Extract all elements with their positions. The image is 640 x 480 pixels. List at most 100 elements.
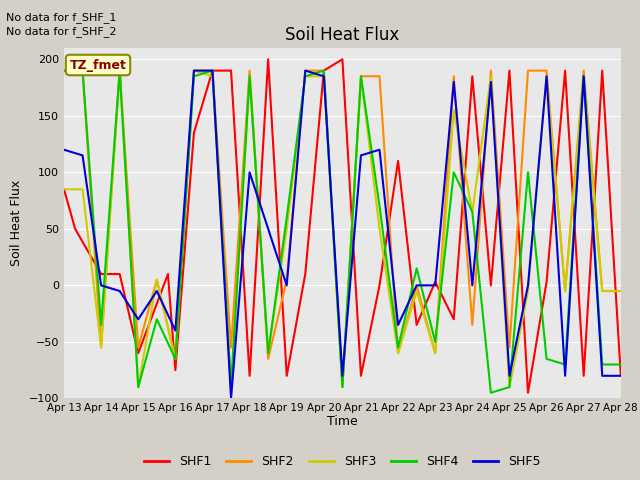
SHF2 (617, 288, 625, 294)
SHF3 (153, 277, 161, 283)
SHF4 (431, 339, 439, 345)
SHF5 (283, 283, 291, 288)
SHF4 (561, 361, 569, 367)
SHF2 (97, 345, 105, 350)
SHF5 (60, 147, 68, 153)
SHF2 (468, 322, 476, 328)
SHF2 (376, 73, 383, 79)
SHF4 (153, 316, 161, 322)
SHF1 (468, 73, 476, 79)
SHF5 (561, 373, 569, 379)
Line: SHF2: SHF2 (64, 71, 621, 387)
SHF2 (246, 68, 253, 73)
SHF2 (580, 68, 588, 73)
SHF4 (264, 350, 272, 356)
SHF4 (450, 169, 458, 175)
SHF1 (617, 373, 625, 379)
SHF2 (172, 356, 179, 362)
SHF2 (116, 68, 124, 73)
SHF2 (487, 68, 495, 73)
SHF2 (543, 68, 550, 73)
SHF1 (134, 350, 142, 356)
SHF5 (357, 153, 365, 158)
SHF1 (543, 279, 550, 285)
SHF4 (97, 322, 105, 328)
SHF3 (450, 108, 458, 113)
SHF5 (301, 68, 309, 73)
SHF3 (134, 384, 142, 390)
Y-axis label: Soil Heat Flux: Soil Heat Flux (10, 180, 23, 266)
SHF1 (524, 390, 532, 396)
SHF5 (116, 288, 124, 294)
SHF1 (209, 68, 216, 73)
SHF2 (450, 73, 458, 79)
SHF4 (246, 73, 253, 79)
SHF4 (320, 68, 328, 73)
SHF4 (79, 68, 86, 73)
SHF1 (172, 367, 179, 373)
SHF5 (376, 147, 383, 153)
SHF4 (617, 361, 625, 367)
SHF2 (209, 68, 216, 73)
SHF5 (598, 373, 606, 379)
SHF2 (153, 277, 161, 283)
SHF2 (561, 288, 569, 294)
SHF4 (190, 73, 198, 79)
SHF3 (598, 288, 606, 294)
SHF4 (376, 204, 383, 209)
SHF4 (339, 384, 346, 390)
SHF3 (209, 73, 216, 79)
SHF1 (580, 373, 588, 379)
SHF3 (431, 350, 439, 356)
SHF1 (246, 373, 253, 379)
SHF5 (246, 169, 253, 175)
SHF5 (172, 328, 179, 334)
SHF1 (376, 283, 383, 288)
SHF1 (283, 373, 291, 379)
Title: Soil Heat Flux: Soil Heat Flux (285, 25, 399, 44)
SHF2 (598, 288, 606, 294)
SHF3 (97, 345, 105, 350)
SHF1 (164, 271, 172, 277)
SHF5 (153, 288, 161, 294)
SHF2 (134, 345, 142, 350)
SHF2 (190, 68, 198, 73)
SHF2 (357, 73, 365, 79)
SHF3 (394, 350, 402, 356)
SHF4 (116, 68, 124, 73)
SHF3 (116, 68, 124, 73)
SHF3 (561, 288, 569, 294)
SHF4 (580, 73, 588, 79)
SHF1 (320, 68, 328, 73)
SHF5 (580, 73, 588, 79)
SHF3 (543, 73, 550, 79)
SHF1 (264, 57, 272, 62)
SHF5 (487, 79, 495, 85)
SHF4 (301, 73, 309, 79)
SHF5 (134, 316, 142, 322)
SHF2 (431, 350, 439, 356)
SHF1 (487, 283, 495, 288)
SHF3 (580, 73, 588, 79)
SHF1 (116, 271, 124, 277)
SHF1 (431, 279, 439, 285)
SHF4 (134, 384, 142, 390)
SHF2 (301, 68, 309, 73)
SHF2 (413, 283, 420, 288)
SHF1 (60, 186, 68, 192)
SHF4 (227, 384, 235, 390)
SHF5 (394, 322, 402, 328)
SHF5 (468, 283, 476, 288)
SHF1 (227, 68, 235, 73)
SHF1 (357, 373, 365, 379)
SHF2 (79, 68, 86, 73)
SHF5 (617, 373, 625, 379)
SHF3 (487, 73, 495, 79)
SHF2 (60, 68, 68, 73)
Line: SHF3: SHF3 (64, 71, 621, 387)
SHF5 (320, 73, 328, 79)
SHF1 (598, 68, 606, 73)
SHF5 (97, 283, 105, 288)
SHF1 (561, 68, 569, 73)
SHF1 (97, 271, 105, 277)
